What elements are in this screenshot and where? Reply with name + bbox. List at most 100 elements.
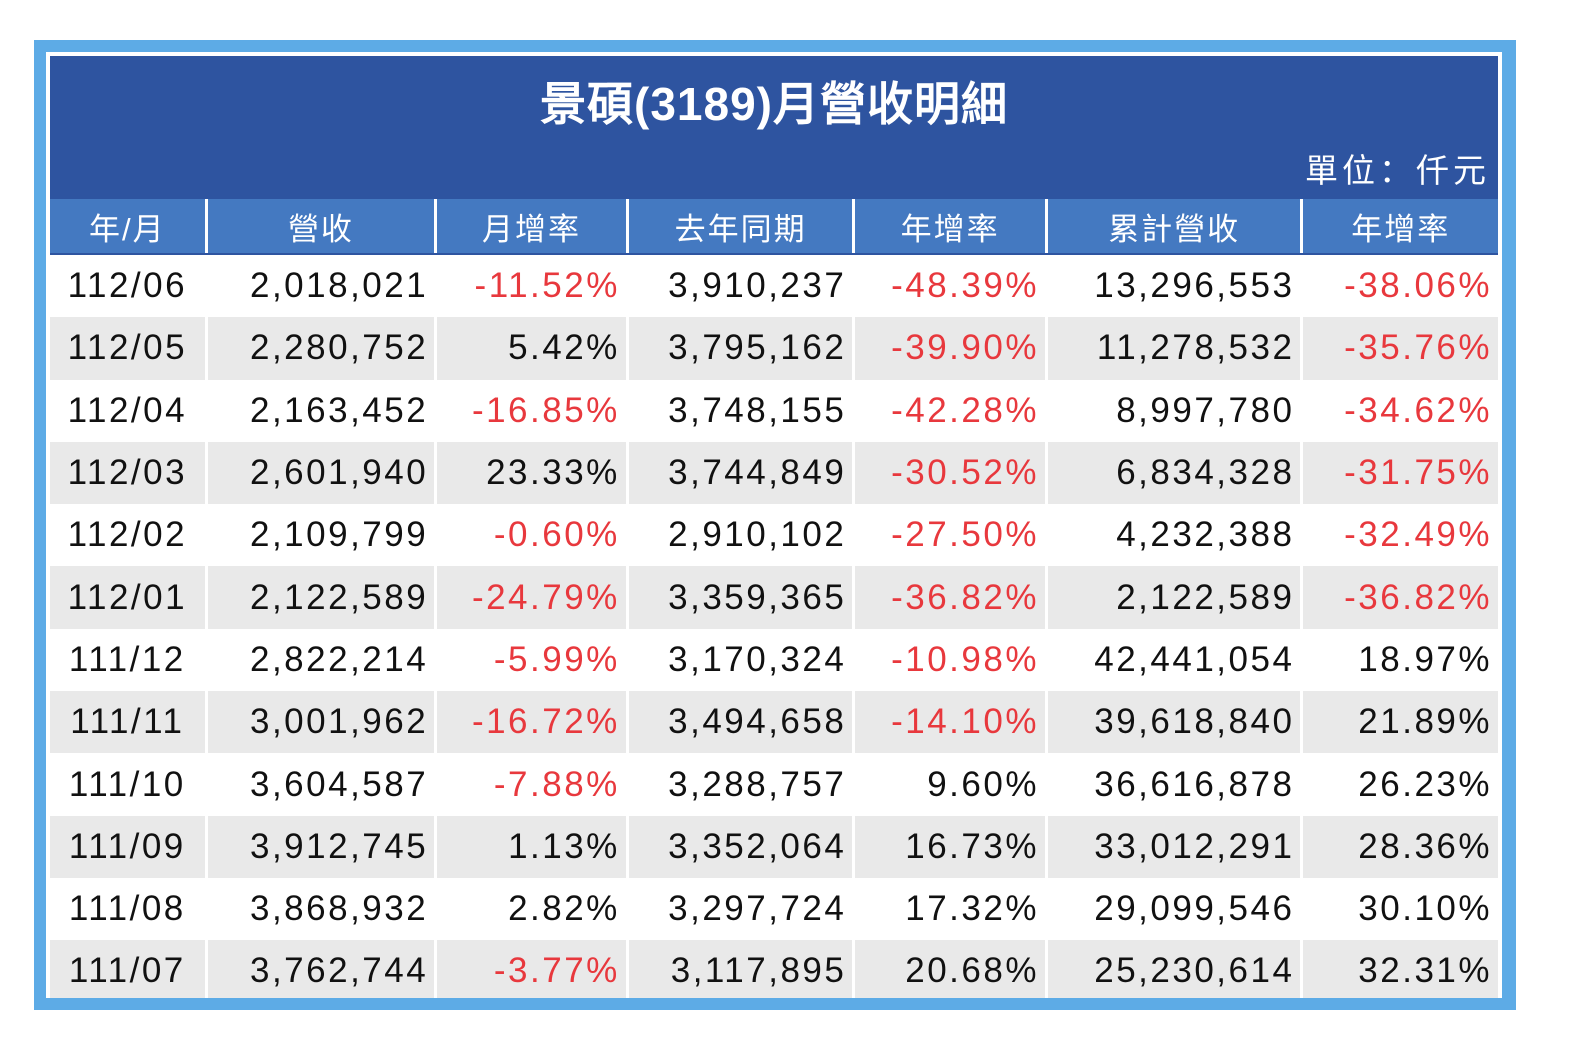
cell-cumulative-revenue: 4,232,388 (1116, 515, 1295, 555)
cell-cumulative-yoy-rate: 26.23% (1358, 764, 1493, 804)
cell-mom-rate: 2.82% (508, 889, 620, 929)
cell-cumulative-revenue: 8,997,780 (1116, 390, 1295, 430)
cell-revenue: 2,280,752 (207, 317, 435, 380)
cell-last-year-revenue: 3,795,162 (628, 317, 853, 380)
cell-yoy-rate: 17.32% (905, 889, 1039, 929)
table-row: 112/05 2,280,752 5.42% 3,795,162 -39.90% 11,2… (50, 317, 1498, 380)
cell-yoy-rate: -36.82% (855, 566, 1045, 629)
cell-cumulative-yoy-rate: 18.97% (1358, 639, 1493, 679)
cell-cumulative-revenue: 25,230,614 (1047, 940, 1301, 998)
cell-mom-rate: 1.13% (437, 815, 626, 878)
cell-cumulative-revenue: 13,296,553 (1094, 266, 1295, 306)
cell-yoy-rate: -42.28% (891, 390, 1039, 430)
table-row: 111/08 3,868,932 2.82% 3,297,724 17.32% 29,09… (50, 878, 1498, 940)
cell-year-month: 112/02 (67, 515, 188, 555)
cell-last-year-revenue: 3,494,658 (628, 691, 853, 754)
cell-year-month: 111/09 (50, 815, 205, 878)
cell-year-month: 112/04 (67, 390, 188, 430)
cell-year-month: 111/10 (68, 764, 186, 804)
cell-year-month: 111/12 (68, 639, 186, 679)
cell-revenue: 2,163,452 (249, 390, 429, 430)
cell-cumulative-yoy-rate: -35.76% (1303, 317, 1498, 380)
cell-revenue: 2,822,214 (249, 639, 429, 679)
cell-last-year-revenue: 3,170,324 (668, 639, 847, 679)
cell-cumulative-yoy-rate: 30.10% (1358, 889, 1493, 929)
table-row: 112/03 2,601,940 23.33% 3,744,849 -30.52% 6,8… (50, 441, 1498, 505)
outer-frame: 景碩(3189)月營收明細 單位：仟元 年/月 營收 月增率 去年同期 年增率 累計營收年… (34, 40, 1516, 1010)
cell-last-year-revenue: 3,352,064 (628, 815, 853, 878)
cell-mom-rate: -24.79% (437, 566, 626, 629)
cell-year-month: 111/07 (50, 940, 205, 998)
revenue-table: 景碩(3189)月營收明細 單位：仟元 年/月 營收 月增率 去年同期 年增率 累計營收年… (50, 56, 1498, 998)
table-row: 111/12 2,822,214 -5.99% 3,170,324 -10.98% 42,… (50, 629, 1498, 691)
cell-mom-rate: -16.85% (471, 390, 620, 430)
cell-mom-rate: 5.42% (437, 317, 626, 380)
cell-yoy-rate: 9.60% (927, 764, 1039, 804)
table-row: 111/11 3,001,962 -16.72% 3,494,658 -14.10% 39… (50, 691, 1498, 754)
cell-cumulative-yoy-rate: -38.06% (1344, 266, 1493, 306)
table-row: 111/07 3,762,744 -3.77% 3,117,895 20.68% 25,2… (50, 940, 1498, 998)
cell-cumulative-yoy-rate: -32.49% (1344, 515, 1493, 555)
cell-mom-rate: -3.77% (437, 940, 626, 998)
cell-mom-rate: -11.52% (474, 266, 620, 306)
cell-last-year-revenue: 2,910,102 (668, 515, 847, 555)
table-row: 112/04 2,163,452 -16.85% 3,748,155 -42.28% 8,… (50, 380, 1498, 442)
cell-last-year-revenue: 3,288,757 (668, 764, 847, 804)
cell-revenue: 2,122,589 (207, 566, 435, 629)
table-row: 111/10 3,604,587 -7.88% 3,288,757 9.60% 36,61… (50, 753, 1498, 815)
table-body: 112/06 2,018,021 -11.52% 3,910,237 -48.39% 13… (50, 255, 1498, 998)
cell-cumulative-revenue: 6,834,328 (1047, 441, 1301, 505)
cell-revenue: 3,604,587 (249, 764, 429, 804)
cell-mom-rate: -16.72% (437, 691, 626, 754)
column-header-year-month: 年/月 (50, 199, 205, 253)
cell-year-month: 111/11 (50, 691, 205, 754)
cell-revenue: 3,912,745 (207, 815, 435, 878)
cell-revenue: 3,868,932 (249, 889, 429, 929)
cell-last-year-revenue: 3,117,895 (628, 940, 853, 998)
cell-yoy-rate: 20.68% (855, 940, 1045, 998)
cell-mom-rate: -0.60% (493, 515, 620, 555)
cell-revenue: 2,109,799 (249, 515, 429, 555)
cell-year-month: 112/01 (50, 566, 205, 629)
table-row: 112/01 2,122,589 -24.79% 3,359,365 -36.82% 2,… (50, 566, 1498, 629)
table-row: 112/02 2,109,799 -0.60% 2,910,102 -27.50% 4,2… (50, 504, 1498, 566)
cell-last-year-revenue: 3,297,724 (668, 889, 847, 929)
unit-label: 單位：仟元 (1305, 152, 1490, 189)
cell-cumulative-yoy-rate: -36.82% (1303, 566, 1498, 629)
cell-cumulative-revenue: 36,616,878 (1094, 764, 1295, 804)
cell-last-year-revenue: 3,748,155 (668, 390, 847, 430)
cell-cumulative-yoy-rate: -31.75% (1303, 441, 1498, 505)
column-header-cumulative-revenue: 累計營收 (1047, 199, 1301, 253)
column-header-mom-rate: 月增率 (437, 199, 626, 253)
table-row: 112/06 2,018,021 -11.52% 3,910,237 -48.39% 13… (50, 255, 1498, 317)
cell-cumulative-yoy-rate: 32.31% (1303, 940, 1498, 998)
cell-revenue: 2,018,021 (249, 266, 429, 306)
cell-cumulative-revenue: 29,099,546 (1094, 889, 1295, 929)
cell-cumulative-revenue: 33,012,291 (1047, 815, 1301, 878)
column-header-last-year-revenue: 去年同期 (628, 199, 853, 253)
cell-yoy-rate: 16.73% (855, 815, 1045, 878)
cell-year-month: 111/08 (68, 889, 186, 929)
table-container: 景碩(3189)月營收明細 單位：仟元 年/月 營收 月增率 去年同期 年增率 累計營收年… (46, 52, 1502, 998)
cell-cumulative-revenue: 2,122,589 (1047, 566, 1301, 629)
cell-yoy-rate: -48.39% (891, 266, 1039, 306)
table-row: 111/09 3,912,745 1.13% 3,352,064 16.73% 33,01… (50, 815, 1498, 878)
table-title: 景碩(3189)月營收明細 (540, 78, 1008, 130)
column-header-row: 年/月 營收 月增率 去年同期 年增率 累計營收 年增率 (50, 199, 1498, 253)
cell-yoy-rate: -30.52% (855, 441, 1045, 505)
cell-cumulative-revenue: 11,278,532 (1047, 317, 1301, 380)
cell-yoy-rate: -14.10% (855, 691, 1045, 754)
cell-cumulative-yoy-rate: 28.36% (1303, 815, 1498, 878)
cell-mom-rate: -5.99% (493, 639, 620, 679)
cell-last-year-revenue: 3,744,849 (628, 441, 853, 505)
cell-year-month: 112/03 (50, 441, 205, 505)
cell-last-year-revenue: 3,359,365 (628, 566, 853, 629)
cell-yoy-rate: -10.98% (891, 639, 1039, 679)
cell-cumulative-revenue: 42,441,054 (1094, 639, 1295, 679)
cell-year-month: 112/05 (50, 317, 205, 380)
cell-cumulative-yoy-rate: -34.62% (1344, 390, 1493, 430)
cell-revenue: 3,762,744 (207, 940, 435, 998)
column-header-cumulative-yoy-rate: 年增率 (1303, 199, 1498, 253)
cell-mom-rate: 23.33% (437, 441, 626, 505)
cell-year-month: 112/06 (67, 266, 188, 306)
